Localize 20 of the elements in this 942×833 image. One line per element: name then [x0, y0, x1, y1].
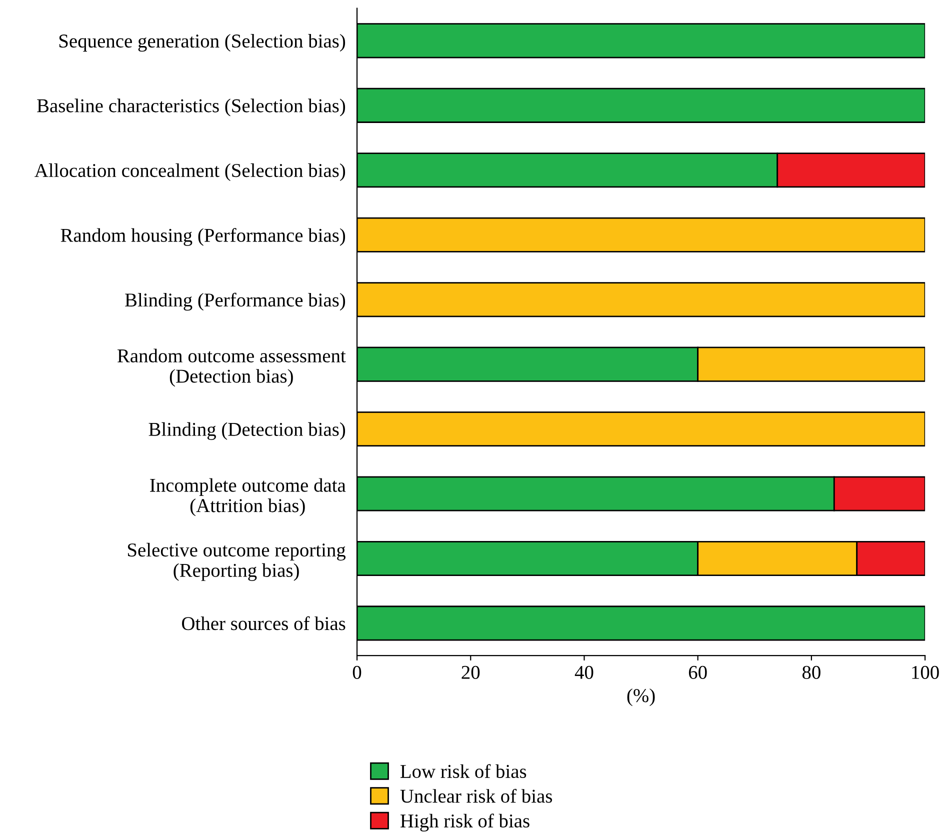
x-tick-label: 20: [462, 666, 480, 679]
y-tick-label: Sequence generation (Selection bias): [59, 34, 346, 52]
legend-label: Unclear risk of bias: [400, 788, 552, 803]
y-tick-label: Blinding (Detection bias): [148, 422, 346, 440]
y-tick-label: Random outcome assessment (Detection bias): [117, 348, 346, 387]
y-tick-label: Incomplete outcome data (Attrition bias): [150, 478, 346, 516]
y-tick-label: Allocation concealment (Selection bias): [34, 163, 346, 182]
legend-label: Low risk of bias: [400, 764, 526, 778]
y-tick-label: Random housing (Performance bias): [60, 228, 346, 246]
y-tick-label: Blinding (Performance bias): [125, 292, 346, 311]
x-axis-title: (%): [627, 688, 655, 706]
x-tick-label: 60: [688, 666, 707, 679]
x-tick-label: 100: [912, 666, 939, 679]
y-tick-label: Baseline characteristics (Selection bias): [37, 98, 346, 116]
x-tick-label: 0: [352, 666, 362, 679]
legend-label: High risk of bias: [400, 814, 530, 832]
x-tick-label: 80: [802, 666, 820, 679]
y-tick-label: Selective outcome reporting (Reporting bias): [128, 542, 346, 581]
y-tick-label: Other sources of bias: [182, 616, 346, 630]
x-tick-label: 40: [574, 666, 594, 679]
